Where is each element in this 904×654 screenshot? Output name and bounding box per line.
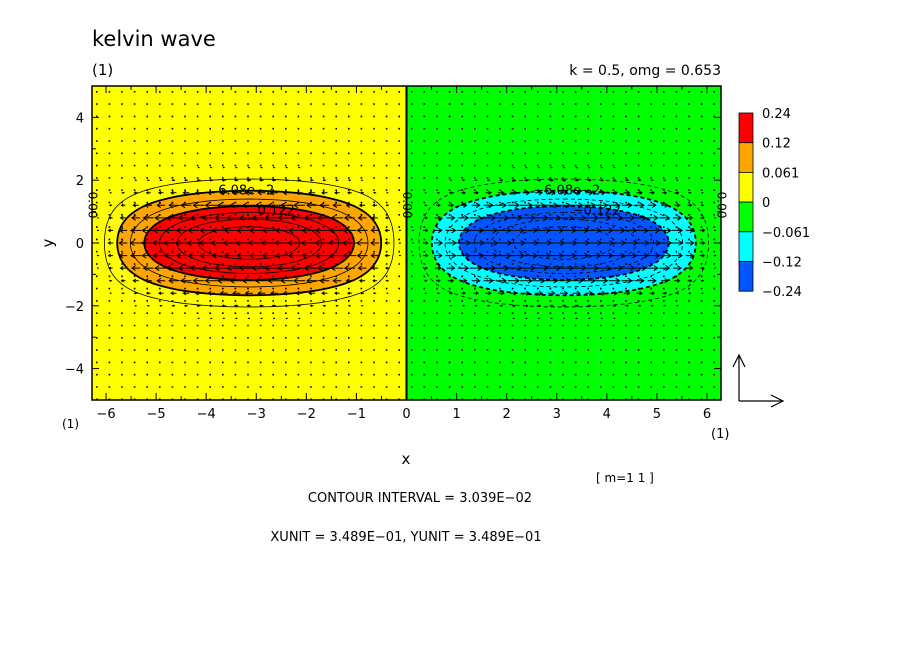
- legend-label: 0: [762, 196, 770, 211]
- corner-label-bottom-right: (1): [711, 427, 729, 442]
- subtitle-right: k = 0.5, omg = 0.653: [569, 63, 721, 79]
- legend-swatch: [738, 261, 754, 292]
- x-tick-label: −5: [147, 407, 166, 422]
- y-tick-label: 4: [76, 111, 84, 126]
- contour-negative: [430, 189, 697, 297]
- legend-label: −0.12: [762, 256, 802, 271]
- axis-ticks: −6 −5 −4 −3 −2 −1 0 1 2 3 4 5 6 −4 −2 0 2 4: [65, 85, 721, 422]
- x-tick-label: 4: [603, 407, 611, 422]
- legend-swatch: [738, 112, 754, 144]
- legend-label: 0.24: [762, 107, 791, 122]
- x-tick-label: 1: [452, 407, 460, 422]
- contour-negative: [491, 218, 637, 268]
- contour-positive: [129, 198, 369, 288]
- contour-positive: [143, 205, 355, 281]
- legend-label: 0.061: [762, 166, 799, 181]
- y-tick-label: 0: [76, 237, 84, 252]
- contour-label: −6.08e−2: [533, 183, 600, 198]
- legend-label: −0.061: [762, 226, 810, 241]
- contour-positive: [159, 212, 340, 274]
- contour-lines: [103, 86, 710, 400]
- x-tick-label: −3: [247, 407, 266, 422]
- legend-swatch: [738, 231, 754, 262]
- contour-interval-label: CONTOUR INTERVAL = 3.039E−02: [308, 491, 532, 506]
- y-axis-label: y: [39, 238, 57, 247]
- x-axis-label: x: [402, 450, 411, 468]
- x-tick-label: −2: [297, 407, 316, 422]
- x-tick-label: 3: [553, 407, 561, 422]
- contour-negative: [512, 226, 615, 260]
- x-tick-label: 2: [503, 407, 511, 422]
- contour-positive: [103, 178, 395, 308]
- contour-positive: [116, 189, 383, 297]
- m-label: [ m=1 1 ]: [596, 471, 654, 485]
- contour-positive: [176, 218, 322, 268]
- contour-label: −0.122: [573, 204, 621, 219]
- legend-label: 0.12: [762, 137, 791, 152]
- contour-negative: [444, 198, 684, 288]
- zero-contour-label: 0.00: [400, 192, 414, 219]
- color-legend: 0.24 0.12 0.061 0 −0.061 −0.12 −0.24: [738, 107, 810, 300]
- legend-swatch: [738, 201, 754, 233]
- velocity-vectors: [96, 166, 717, 320]
- contour-positive: [198, 226, 301, 260]
- x-tick-label: −4: [197, 407, 216, 422]
- x-tick-label: 5: [653, 407, 661, 422]
- x-tick-label: −1: [347, 407, 366, 422]
- corner-label-bottom-left: (1): [62, 417, 79, 431]
- x-tick-label: 6: [703, 407, 711, 422]
- vector-field: [96, 166, 717, 320]
- y-tick-label: −2: [65, 300, 84, 315]
- reference-vector: [732, 353, 785, 408]
- contour-label: 6.08e−2: [218, 183, 274, 198]
- legend-swatch: [738, 142, 754, 173]
- contour-negative: [458, 205, 670, 281]
- contour-negative: [418, 178, 710, 308]
- y-tick-label: −4: [65, 363, 84, 378]
- subtitle-left: (1): [92, 61, 113, 79]
- x-tick-label: −6: [96, 407, 115, 422]
- contour-label: 0.122: [258, 204, 295, 219]
- y-tick-label: 2: [76, 174, 84, 189]
- x-tick-label: 0: [402, 407, 410, 422]
- legend-swatch: [738, 171, 754, 203]
- units-label: XUNIT = 3.489E−01, YUNIT = 3.489E−01: [270, 530, 541, 545]
- legend-label: −0.24: [762, 285, 802, 300]
- chart-title: kelvin wave: [92, 27, 216, 51]
